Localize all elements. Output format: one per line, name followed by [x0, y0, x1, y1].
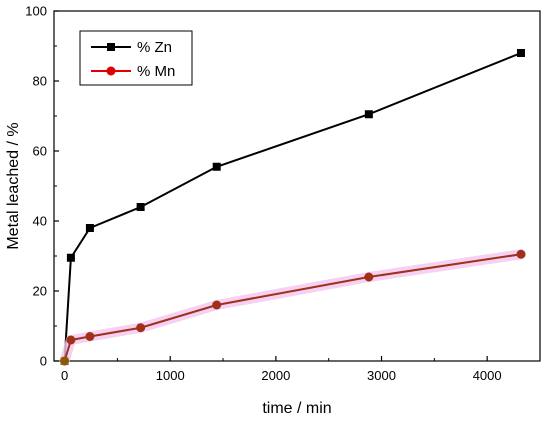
data-point	[136, 323, 146, 333]
y-tick-label: 0	[40, 354, 47, 369]
legend-marker-zn	[107, 43, 115, 51]
x-tick-label: 0	[61, 368, 68, 383]
legend: % Zn % Mn	[79, 30, 193, 86]
legend-box	[79, 30, 193, 86]
legend-label-mn: % Mn	[137, 63, 175, 80]
x-axis: 0 1000 2000 3000 4000	[61, 356, 502, 383]
data-point	[364, 272, 374, 282]
x-tick-label: 4000	[473, 368, 502, 383]
series-layer	[59, 49, 526, 366]
data-point	[516, 49, 525, 57]
data-point	[85, 332, 95, 341]
y-axis: 0 20 40 60 80 100	[25, 4, 59, 369]
data-point	[60, 356, 70, 366]
y-tick-label: 80	[33, 74, 47, 89]
data-point	[136, 203, 145, 211]
data-point	[364, 110, 373, 119]
y-tick-label: 100	[25, 4, 47, 19]
data-point	[212, 162, 221, 171]
data-point	[66, 335, 76, 345]
series-mn	[59, 249, 526, 366]
legend-marker-mn	[106, 66, 116, 76]
y-tick-label: 60	[33, 144, 47, 159]
x-tick-label: 2000	[261, 368, 290, 383]
data-point	[212, 300, 222, 310]
data-point	[516, 249, 526, 259]
y-axis-title: Metal leached / %	[5, 122, 22, 249]
x-axis-title: time / min	[262, 400, 331, 417]
x-tick-label: 1000	[156, 368, 185, 383]
legend-label-zn: % Zn	[137, 39, 172, 56]
y-tick-label: 40	[33, 214, 47, 229]
x-tick-label: 3000	[367, 368, 396, 383]
data-point	[66, 253, 75, 262]
data-point	[85, 224, 94, 232]
y-tick-label: 20	[33, 284, 47, 299]
